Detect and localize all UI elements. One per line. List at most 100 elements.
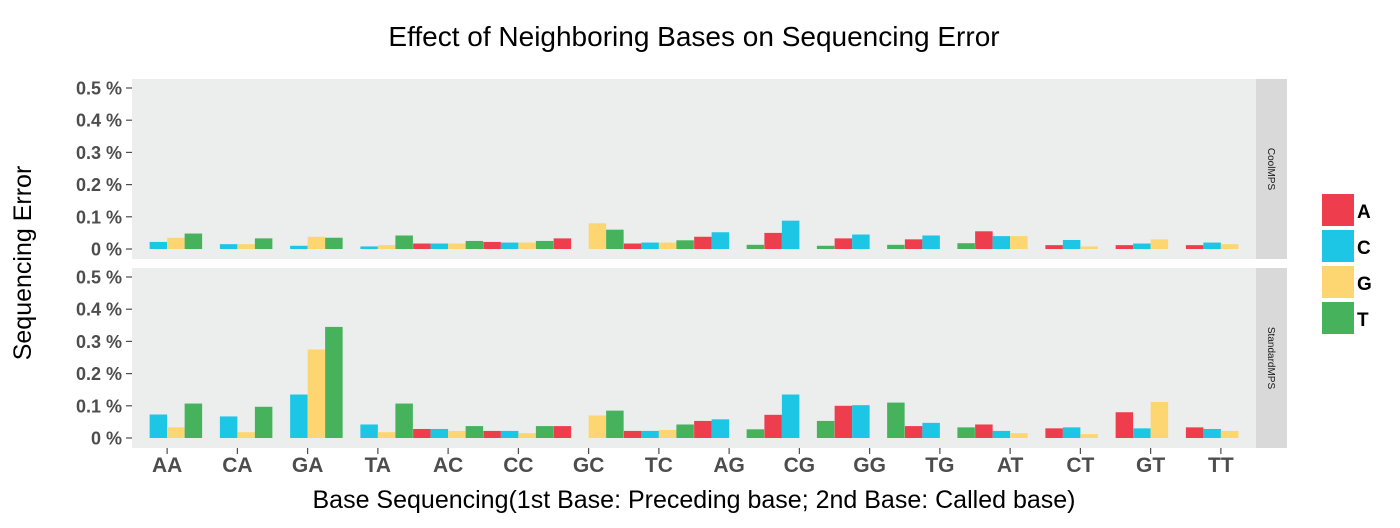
bar-coolmps-tc-g [658,242,677,249]
bar-coolmps-ta-t [395,235,413,249]
bar-coolmps-cg-c [781,220,800,249]
bar-standardmps-tc-a [623,430,642,438]
x-tick-label: GT [1136,454,1165,477]
bar-standardmps-gt-g [1150,401,1169,438]
y-tick-label: 0.2 % [76,175,122,195]
x-tick-label: AT [997,454,1024,477]
bar-standardmps-ga-c [290,394,308,438]
bar-standardmps-gt-c [1133,428,1151,438]
y-tick-label: 0.3 % [76,143,122,163]
x-tick-label: CA [222,454,252,477]
bar-standardmps-ca-g [237,432,255,438]
legend-label-a: A [1357,202,1371,223]
bar-standardmps-cc-a [483,430,501,438]
bar-standardmps-at-g [1010,433,1028,438]
bar-standardmps-gc-t [606,410,624,438]
bar-coolmps-cg-a [764,232,782,249]
bar-standardmps-ct-a [1045,428,1063,438]
bar-coolmps-ca-g [237,244,255,249]
bar-coolmps-tt-g [1220,244,1239,249]
legend-label-t: T [1357,310,1369,331]
bar-coolmps-gg-c [852,234,870,249]
chart-title: Effect of Neighboring Bases on Sequencin… [388,21,999,52]
bar-coolmps-gc-a [553,238,572,249]
legend-key-a [1322,194,1354,226]
bar-coolmps-ca-t [254,238,273,249]
bar-standardmps-cg-t [816,420,835,438]
x-tick-label: TC [645,454,673,477]
bar-standardmps-ga-t [325,326,343,438]
legend-label-c: C [1357,238,1371,259]
bar-standardmps-tt-c [1203,428,1221,438]
bar-standardmps-tt-a [1185,427,1204,438]
bar-coolmps-gt-c [1133,243,1151,249]
bar-standardmps-gc-a [553,426,572,438]
bar-standardmps-ta-g [377,432,396,438]
bar-coolmps-at-a [975,231,993,249]
bar-standardmps-ct-c [1062,427,1081,438]
bar-standardmps-ac-c [430,428,449,438]
bar-coolmps-at-g [1010,236,1028,249]
bar-standardmps-aa-t [184,403,203,438]
bar-standardmps-cg-c [781,394,800,438]
legend-key-g [1322,266,1354,298]
bar-coolmps-gt-g [1150,239,1169,249]
bar-standardmps-ac-a [413,428,431,438]
bar-coolmps-ga-t [325,237,343,249]
bar-coolmps-gg-t [887,244,905,249]
x-tick-label: AC [433,454,463,477]
x-tick-label: GG [853,454,886,477]
x-tick-label: CG [784,454,816,477]
y-tick-label: 0.2 % [76,364,122,384]
bar-standardmps-gc-g [588,415,607,438]
bar-standardmps-ag-c [711,419,730,438]
bar-coolmps-ag-a [694,236,712,249]
bar-coolmps-ag-t [746,244,765,249]
bar-standardmps-ac-g [448,430,466,438]
bar-coolmps-ga-g [307,236,326,249]
x-axis-label: Base Sequencing(1st Base: Preceding base… [313,486,1076,514]
bar-coolmps-at-c [992,236,1011,249]
y-tick-label: 0.4 % [76,111,122,131]
bar-coolmps-ag-c [711,232,730,249]
x-tick-label: AG [713,454,745,477]
bar-coolmps-aa-t [184,233,203,249]
bar-coolmps-ac-g [448,243,466,249]
y-tick-label: 0.3 % [76,332,122,352]
bar-standardmps-cc-g [518,433,536,438]
bar-standardmps-cc-t [535,426,554,438]
x-tick-label: CC [503,454,533,477]
bar-standardmps-ag-t [746,429,765,438]
bar-standardmps-ta-c [360,424,378,438]
bar-coolmps-ta-c [360,246,378,249]
bar-standardmps-ca-c [219,416,238,438]
bar-coolmps-cc-a [483,241,501,249]
bar-standardmps-gg-t [887,402,905,438]
bar-coolmps-gc-g [588,223,607,249]
bar-standardmps-ag-a [694,420,712,438]
bar-standardmps-tc-g [658,429,677,438]
facet-strip-label: StandardMPS [1265,327,1276,390]
x-axis: AA CA GA TA AC CC GC TC AG CG GG TG AT CT GT TT [152,448,1234,477]
bar-coolmps-gg-a [834,238,853,249]
bar-coolmps-ct-a [1045,245,1063,249]
bar-coolmps-gt-a [1115,245,1134,249]
bar-standardmps-at-a [975,424,993,438]
bar-standardmps-aa-c [149,414,168,438]
bar-coolmps-gc-t [606,229,624,249]
bar-standardmps-ta-t [395,403,413,438]
x-tick-label: GA [292,454,324,477]
facet-strip [1256,79,1287,259]
legend-key-t [1322,302,1354,334]
bar-standardmps-tt-g [1220,430,1239,438]
bar-standardmps-at-c [992,430,1011,438]
y-tick-label: 0.1 % [76,207,122,227]
bar-standardmps-cc-c [500,430,519,438]
bar-coolmps-ca-c [219,244,238,249]
bar-standardmps-tg-c [922,422,940,438]
bar-standardmps-tc-c [641,430,659,438]
bar-coolmps-tc-a [623,243,642,249]
bar-coolmps-tc-c [641,242,659,249]
bar-coolmps-cc-c [500,242,519,249]
